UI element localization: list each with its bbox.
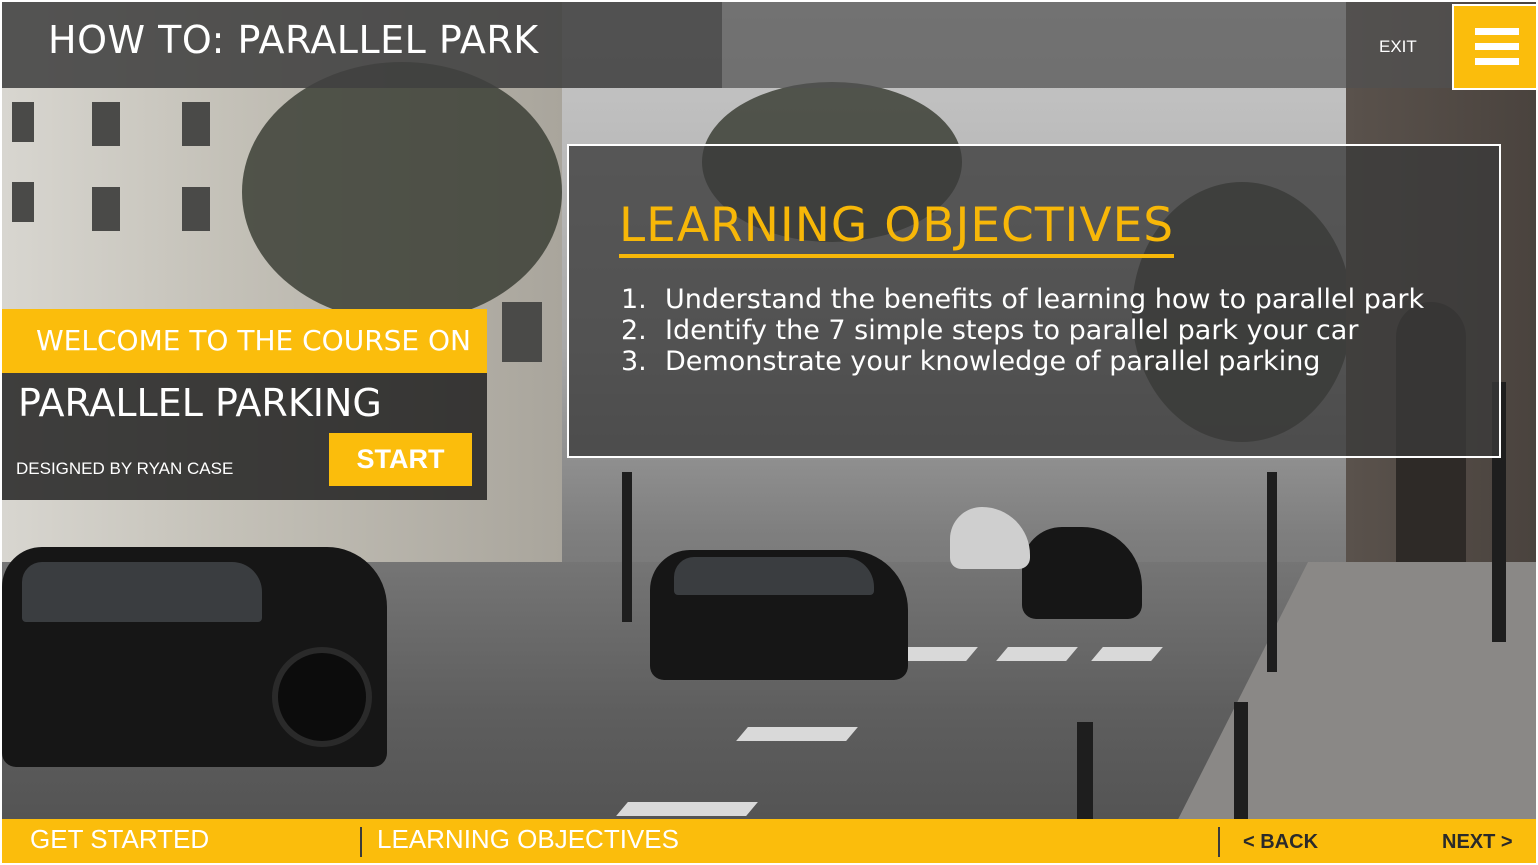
crosswalk-stripe [1091, 647, 1163, 661]
car-wheel [272, 647, 372, 747]
menu-button[interactable] [1452, 4, 1536, 90]
bollard [1234, 702, 1248, 820]
lane-marking [616, 802, 758, 816]
objective-item: 2. Identify the 7 simple steps to paralle… [621, 315, 1424, 346]
window [12, 102, 34, 142]
course-title: HOW TO: PARALLEL PARK [48, 18, 539, 62]
welcome-intro: WELCOME TO THE COURSE ON [36, 324, 471, 357]
window [92, 102, 120, 146]
objective-item: 1. Understand the benefits of learning ho… [621, 284, 1424, 315]
designer-credit: DESIGNED BY RYAN CASE [16, 459, 234, 478]
objectives-heading: LEARNING OBJECTIVES [619, 198, 1175, 258]
objective-number: 2. [621, 315, 647, 346]
objectives-list: 1. Understand the benefits of learning ho… [621, 284, 1424, 377]
welcome-panel: PARALLEL PARKING DESIGNED BY RYAN CASE S… [2, 373, 487, 500]
objective-text: Demonstrate your knowledge of parallel p… [665, 346, 1321, 377]
lamp-pole [622, 472, 632, 622]
window [502, 302, 542, 362]
car-window [22, 562, 262, 622]
hamburger-menu-icon [1475, 28, 1519, 35]
window [182, 187, 210, 231]
lane-marking [736, 727, 858, 741]
car-window [674, 557, 874, 595]
start-button[interactable]: START [329, 433, 472, 486]
bollard [1077, 722, 1093, 820]
lamp-pole [1267, 472, 1277, 672]
footer-nav-bar: GET STARTED LEARNING OBJECTIVES < BACK N… [2, 819, 1536, 863]
objective-text: Identify the 7 simple steps to parallel … [665, 315, 1359, 346]
objective-number: 1. [621, 284, 647, 315]
objective-text: Understand the benefits of learning how … [665, 284, 1425, 315]
car-right [1022, 527, 1142, 619]
car-silver [950, 507, 1030, 569]
footer-divider [360, 827, 362, 857]
window [182, 102, 210, 146]
objectives-panel: LEARNING OBJECTIVES 1. Understand the ben… [567, 144, 1501, 458]
course-name: PARALLEL PARKING [18, 381, 382, 425]
objective-number: 3. [621, 346, 647, 377]
window [92, 187, 120, 231]
back-button[interactable]: < BACK [1243, 831, 1319, 853]
next-button[interactable]: NEXT > [1442, 831, 1513, 853]
exit-link[interactable]: EXIT [1379, 37, 1417, 56]
crosswalk-stripe [896, 647, 978, 661]
hamburger-menu-icon-bar [1475, 43, 1519, 50]
tree [242, 62, 562, 322]
header-bar: HOW TO: PARALLEL PARK EXIT [2, 2, 1452, 88]
window [12, 182, 34, 222]
footer-section-get-started: GET STARTED [30, 824, 210, 854]
footer-section-learning-objectives: LEARNING OBJECTIVES [377, 824, 679, 854]
footer-divider [1218, 827, 1220, 857]
header-title-area [2, 2, 722, 88]
hamburger-menu-icon-bar [1475, 58, 1519, 65]
objective-item: 3. Demonstrate your knowledge of parallel… [621, 346, 1424, 377]
crosswalk-stripe [996, 647, 1078, 661]
welcome-banner: WELCOME TO THE COURSE ON [2, 309, 487, 373]
